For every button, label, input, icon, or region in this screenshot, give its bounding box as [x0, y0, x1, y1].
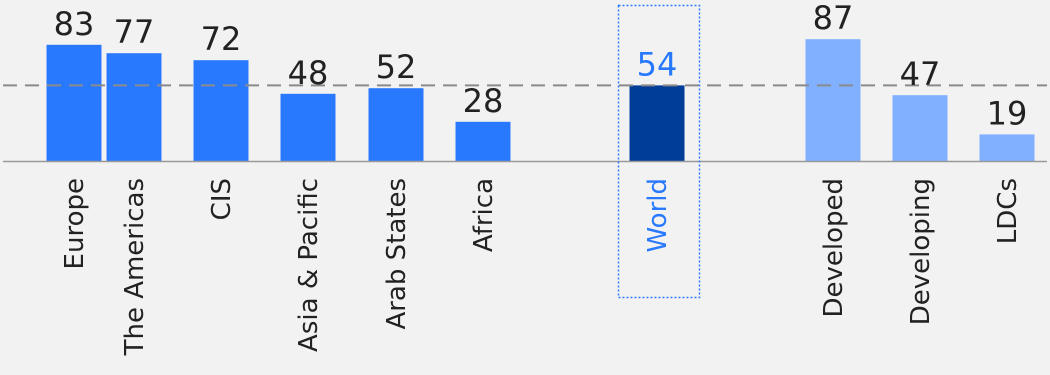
value-label-developing: 47	[900, 55, 941, 93]
bar-asia-and-pacific	[280, 93, 336, 161]
bar-world	[629, 85, 685, 161]
value-label-world: 54	[637, 45, 678, 83]
world-highlight-box	[617, 4, 701, 299]
bar-africa	[455, 121, 511, 161]
category-label-europe: Europe	[60, 178, 90, 269]
value-label-ldcs: 19	[987, 94, 1028, 132]
bar-europe	[46, 44, 102, 161]
category-label-africa: Africa	[469, 178, 499, 252]
category-label-developing: Developing	[906, 178, 936, 325]
value-label-europe: 83	[54, 5, 95, 43]
bar-developing	[892, 95, 948, 161]
bar-the-americas	[106, 53, 162, 162]
category-label-the-americas: The Americas	[120, 178, 150, 356]
bar-arab-states	[368, 88, 424, 161]
value-labels-layer: 83 77 72 48 52 28 54 87 47 19	[54, 0, 1028, 132]
value-label-africa: 28	[463, 82, 504, 120]
bars-layer	[46, 39, 1035, 162]
category-label-ldcs: LDCs	[993, 178, 1023, 244]
category-label-asia-and-pacific: Asia & Pacific	[294, 178, 324, 352]
category-labels-layer: Europe The Americas CIS Asia & Pacific Arab …	[60, 178, 1023, 356]
bar-developed	[805, 39, 861, 162]
bar-ldcs	[979, 134, 1035, 161]
value-label-the-americas: 77	[114, 13, 155, 51]
category-label-cis: CIS	[207, 178, 237, 220]
category-label-developed: Developed	[819, 178, 849, 318]
category-label-arab-states: Arab States	[382, 178, 412, 330]
value-label-developed: 87	[813, 0, 854, 37]
value-label-cis: 72	[201, 20, 242, 58]
value-label-asia-and-pacific: 48	[288, 54, 329, 92]
value-label-arab-states: 52	[376, 48, 417, 86]
category-label-world: World	[643, 178, 673, 253]
bar-cis	[193, 60, 249, 162]
